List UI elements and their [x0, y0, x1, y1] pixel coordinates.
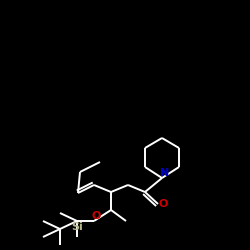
Text: O: O [158, 199, 168, 209]
Text: O: O [91, 211, 101, 221]
Text: Si: Si [71, 222, 83, 232]
Text: N: N [160, 168, 170, 178]
